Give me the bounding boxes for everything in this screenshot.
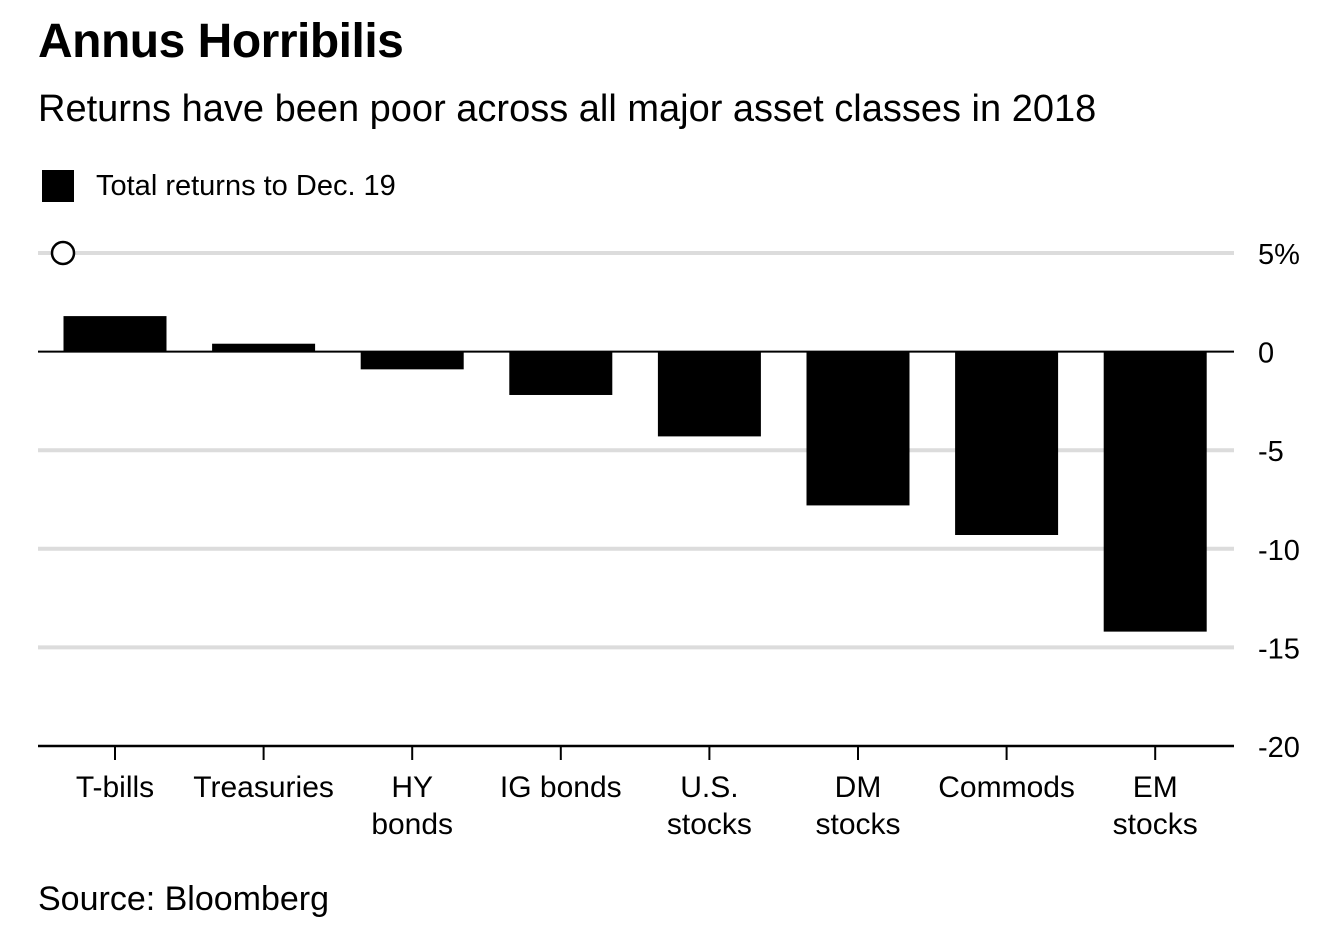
y-tick-label: -10 — [1258, 535, 1300, 567]
legend: Total returns to Dec. 19 — [42, 166, 396, 206]
y-tick-label: 0 — [1258, 338, 1274, 370]
bar — [806, 351, 910, 506]
bar — [1103, 351, 1207, 632]
x-tick-label: IG bonds — [500, 771, 622, 804]
x-tick-label: Treasuries — [193, 771, 334, 804]
y-tick-label: -5 — [1258, 436, 1284, 468]
x-tick-label: stocks — [667, 808, 752, 841]
x-tick-label: Commods — [938, 771, 1075, 804]
legend-label: Total returns to Dec. 19 — [96, 169, 396, 202]
bar — [657, 351, 761, 437]
x-tick-label: EM — [1133, 771, 1178, 804]
x-tick-label: stocks — [1113, 808, 1198, 841]
bar — [509, 351, 613, 395]
x-tick-label: bonds — [371, 808, 453, 841]
legend-swatch — [42, 170, 74, 202]
x-tick-label: stocks — [815, 808, 900, 841]
x-tick-label: T-bills — [76, 771, 154, 804]
y-tick-label: 5% — [1258, 239, 1300, 271]
x-tick-label: DM — [835, 771, 882, 804]
bar — [360, 351, 464, 370]
chart-title: Annus Horribilis — [38, 15, 404, 68]
y-tick-label: -15 — [1258, 633, 1300, 665]
y-tick-label: -20 — [1258, 732, 1300, 764]
source-note: Source: Bloomberg — [38, 880, 330, 918]
bar — [955, 351, 1059, 535]
x-tick-label: HY — [391, 771, 433, 804]
bar — [63, 316, 167, 352]
top-gridline-marker — [50, 240, 76, 266]
chart-subtitle: Returns have been poor across all major … — [38, 88, 1097, 130]
bar — [212, 343, 316, 352]
x-tick-label: U.S. — [680, 771, 738, 804]
